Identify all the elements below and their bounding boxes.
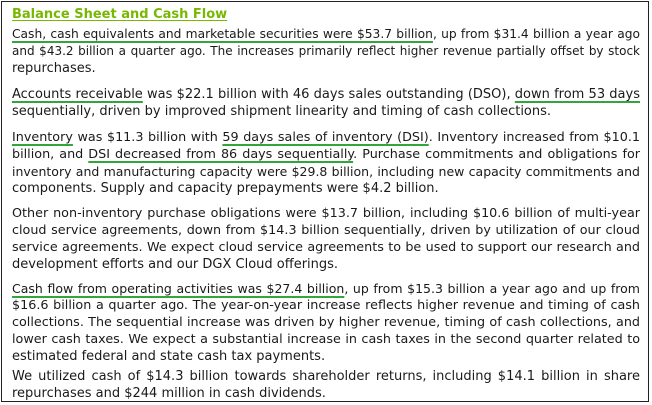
text-segment: cloud service agreements, down from $14.… bbox=[12, 223, 640, 238]
text-segment: . Purchase commitments and obligations f… bbox=[353, 147, 640, 162]
highlighted-phrase: Cash flow from operating activities was … bbox=[12, 281, 345, 296]
text-segment: service agreements. We expect cloud serv… bbox=[12, 240, 640, 255]
text-line: sequentially, driven by improved shipmen… bbox=[12, 103, 640, 120]
text-line: development efforts and our DGX Cloud of… bbox=[12, 256, 640, 273]
text-segment: , up from $31.4 billion a year ago bbox=[432, 27, 640, 41]
text-line: Cash, cash equivalents and marketable se… bbox=[12, 26, 640, 43]
text-segment: Other non-inventory purchase obligations… bbox=[12, 206, 640, 221]
text-segment: estimated federal and state cash tax pay… bbox=[12, 349, 326, 364]
highlighted-phrase: DSI decreased from 86 days sequentially bbox=[88, 147, 354, 162]
text-segment: development efforts and our DGX Cloud of… bbox=[12, 257, 339, 272]
text-segment: repurchases. bbox=[12, 61, 96, 76]
text-segment: sequentially, driven by improved shipmen… bbox=[12, 104, 552, 119]
text-line: inventory and manufacturing capacity wer… bbox=[12, 163, 640, 180]
highlighted-phrase: Inventory bbox=[12, 130, 73, 145]
text-line: Accounts receivable was $22.1 billion wi… bbox=[12, 86, 640, 103]
text-segment: was $22.1 billion with 46 days sales out… bbox=[142, 87, 515, 102]
text-segment: billion, and bbox=[12, 147, 89, 162]
text-line: We utilized cash of $14.3 billion toward… bbox=[12, 368, 640, 385]
text-segment: We utilized cash of $14.3 billion toward… bbox=[12, 369, 640, 384]
text-segment: $16.6 billion a quarter ago. The year-on… bbox=[12, 298, 640, 313]
text-line: Inventory was $11.3 billion with 59 days… bbox=[12, 129, 640, 146]
text-line: and $43.2 billion a quarter ago. The inc… bbox=[12, 43, 640, 60]
text-line: service agreements. We expect cloud serv… bbox=[12, 239, 640, 256]
section-heading: Balance Sheet and Cash Flow bbox=[12, 7, 228, 22]
text-line: repurchases and $244 million in cash div… bbox=[12, 385, 640, 402]
text-line: billion, and DSI decreased from 86 days … bbox=[12, 146, 640, 163]
text-line: components. Supply and capacity prepayme… bbox=[12, 180, 640, 197]
text-line: cloud service agreements, down from $14.… bbox=[12, 222, 640, 239]
highlighted-phrase: 59 days sales of inventory (DSI) bbox=[222, 130, 429, 145]
text-segment: lower cash taxes. We expect a substantia… bbox=[12, 332, 640, 347]
text-segment: collections. The sequential increase was… bbox=[12, 315, 640, 330]
text-line: $16.6 billion a quarter ago. The year-on… bbox=[12, 297, 640, 314]
text-segment: components. Supply and capacity prepayme… bbox=[12, 181, 439, 196]
text-segment: , up from $15.3 billion a year ago and u… bbox=[344, 281, 640, 296]
text-line: Other non-inventory purchase obligations… bbox=[12, 205, 640, 222]
text-line: Cash flow from operating activities was … bbox=[12, 280, 640, 297]
text-line: lower cash taxes. We expect a substantia… bbox=[12, 331, 640, 348]
text-line: repurchases. bbox=[12, 60, 640, 77]
text-segment: inventory and manufacturing capacity wer… bbox=[12, 164, 640, 179]
text-segment: . Inventory increased from $10.1 bbox=[428, 130, 641, 145]
text-segment: repurchases and $244 million in cash div… bbox=[12, 386, 326, 401]
text-line: estimated federal and state cash tax pay… bbox=[12, 348, 640, 365]
text-segment: and $43.2 billion a quarter ago. The inc… bbox=[12, 44, 640, 58]
text-line: collections. The sequential increase was… bbox=[12, 314, 640, 331]
text-segment: was $11.3 billion with bbox=[72, 130, 223, 145]
highlighted-phrase: down from 53 days bbox=[514, 87, 640, 102]
highlighted-phrase: Cash, cash equivalents and marketable se… bbox=[12, 27, 433, 41]
highlighted-phrase: Accounts receivable bbox=[12, 87, 143, 102]
